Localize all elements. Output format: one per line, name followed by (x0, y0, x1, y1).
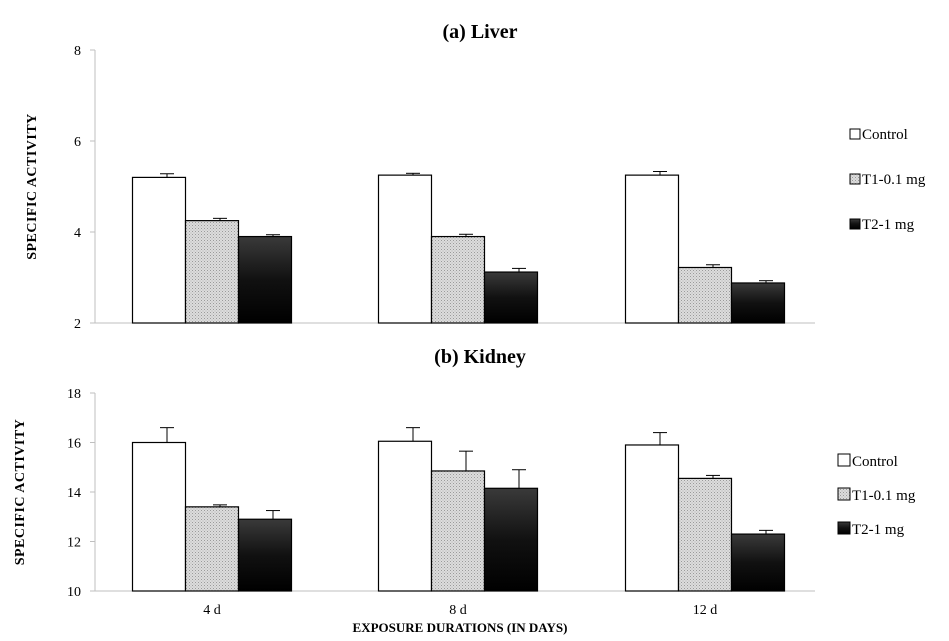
y-tick-label: 8 (74, 44, 81, 59)
x-tick-label: 12 d (693, 603, 718, 618)
bar-control-4-d (131, 441, 187, 592)
y-tick-label: 12 (67, 536, 81, 551)
chart-root: (a) Liver SPECIFIC ACTIVITY 2 4 6 8 Control T1-… (13, 21, 926, 635)
legend-label-t1-0-1-mg: T1-0.1 mg (862, 172, 926, 188)
legend: Control T1-0.1 mg T2-1 mg (837, 453, 916, 538)
legend-swatch-control (837, 453, 851, 467)
bar-control-12-d (624, 444, 680, 592)
y-tick-label: 4 (74, 226, 81, 241)
bar-t1-0-1-mg-4-d (184, 220, 240, 324)
y-axis-label: SPECIFIC ACTIVITY (25, 113, 40, 260)
chart-title: (a) Liver (443, 21, 518, 43)
legend-label-control: Control (862, 127, 908, 143)
bar-t2-1-mg-8-d (483, 487, 539, 592)
y-tick-label: 14 (67, 486, 81, 501)
y-tick-label: 6 (74, 135, 81, 150)
bar-control-8-d (377, 174, 433, 324)
legend-label-control: Control (852, 454, 898, 470)
chart-panel-2: (b) Kidney SPECIFIC ACTIVITY 10 12 14 16 18 4 d… (13, 346, 916, 635)
legend-label-t2-1-mg: T2-1 mg (852, 522, 905, 538)
x-axis-label: EXPOSURE DURATIONS (IN DAYS) (353, 620, 568, 635)
legend-swatch-t2-1-mg (849, 218, 861, 230)
bar-control-12-d (624, 174, 680, 324)
bar-t2-1-mg-8-d (483, 271, 539, 324)
bar-control-4-d (131, 176, 187, 324)
bar-t1-0-1-mg-8-d (430, 235, 486, 324)
bar-t2-1-mg-12-d (730, 282, 786, 324)
legend-label-t1-0-1-mg: T1-0.1 mg (852, 488, 916, 504)
legend-swatch-t2-1-mg (837, 521, 851, 535)
legend: Control T1-0.1 mg T2-1 mg (849, 127, 926, 233)
bar-t2-1-mg-12-d (730, 533, 786, 592)
chart-title: (b) Kidney (434, 346, 526, 368)
bar-t1-0-1-mg-12-d (677, 266, 733, 324)
y-tick-label: 2 (74, 317, 81, 332)
y-axis-label: SPECIFIC ACTIVITY (13, 419, 28, 566)
x-tick-label: 4 d (203, 603, 221, 618)
bar-t1-0-1-mg-8-d (430, 470, 486, 592)
bar-t2-1-mg-4-d (237, 518, 293, 592)
legend-swatch-control (849, 128, 861, 140)
y-tick-label: 10 (67, 585, 81, 600)
bar-t1-0-1-mg-12-d (677, 477, 733, 592)
bar-t1-0-1-mg-4-d (184, 506, 240, 592)
y-tick-label: 18 (67, 387, 81, 402)
legend-swatch-t1-0-1-mg (837, 487, 851, 501)
x-tick-label: 8 d (449, 603, 467, 618)
y-tick-label: 16 (67, 437, 81, 452)
bar-t2-1-mg-4-d (237, 235, 293, 324)
legend-swatch-t1-0-1-mg (849, 173, 861, 185)
chart-panel-1: (a) Liver SPECIFIC ACTIVITY 2 4 6 8 Control T1-… (25, 21, 926, 332)
bar-control-8-d (377, 440, 433, 592)
legend-label-t2-1-mg: T2-1 mg (862, 217, 915, 233)
